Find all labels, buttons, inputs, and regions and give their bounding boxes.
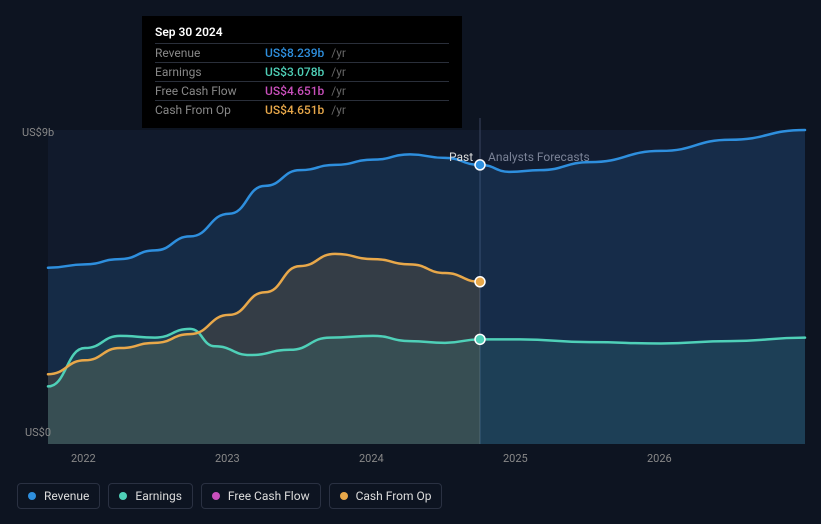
- tooltip-row: EarningsUS$3.078b /yr: [155, 63, 449, 82]
- x-tick-label: 2026: [647, 452, 672, 465]
- tooltip-date: Sep 30 2024: [155, 25, 449, 39]
- legend-dot-icon: [212, 492, 220, 500]
- legend-dot-icon: [119, 492, 127, 500]
- legend-item-earnings[interactable]: Earnings: [108, 483, 193, 509]
- x-tick-label: 2023: [215, 452, 240, 465]
- tooltip-row-label: Free Cash Flow: [155, 82, 265, 101]
- legend-item-fcf[interactable]: Free Cash Flow: [201, 483, 321, 509]
- legend-item-label: Revenue: [44, 489, 89, 503]
- tooltip-row-label: Earnings: [155, 63, 265, 82]
- tooltip-row: Free Cash FlowUS$4.651b /yr: [155, 82, 449, 101]
- legend-item-label: Earnings: [135, 489, 182, 503]
- legend-dot-icon: [340, 492, 348, 500]
- x-tick-label: 2025: [503, 452, 528, 465]
- tooltip-row: Cash From OpUS$4.651b /yr: [155, 101, 449, 120]
- tooltip-row-label: Cash From Op: [155, 101, 265, 120]
- past-region-label: Past: [449, 150, 473, 164]
- tooltip-row: RevenueUS$8.239b /yr: [155, 44, 449, 63]
- tooltip-row-value: US$8.239b /yr: [265, 44, 449, 63]
- x-tick-label: 2024: [359, 452, 384, 465]
- tooltip-table: RevenueUS$8.239b /yrEarningsUS$3.078b /y…: [155, 43, 449, 119]
- legend-dot-icon: [28, 492, 36, 500]
- chart-tooltip: Sep 30 2024 RevenueUS$8.239b /yrEarnings…: [142, 16, 462, 128]
- x-tick-label: 2022: [71, 452, 96, 465]
- tooltip-row-value: US$4.651b /yr: [265, 101, 449, 120]
- y-axis-max-label: US$9b: [22, 126, 54, 139]
- legend-item-label: Cash From Op: [356, 489, 432, 503]
- y-axis-min-label: US$0: [25, 426, 51, 439]
- tooltip-row-value: US$3.078b /yr: [265, 63, 449, 82]
- tooltip-row-value: US$4.651b /yr: [265, 82, 449, 101]
- legend-item-label: Free Cash Flow: [228, 489, 310, 503]
- legend-item-cashop[interactable]: Cash From Op: [329, 483, 443, 509]
- tooltip-row-label: Revenue: [155, 44, 265, 63]
- forecast-region-label: Analysts Forecasts: [488, 150, 590, 164]
- chart-legend: Revenue Earnings Free Cash Flow Cash From O…: [17, 483, 442, 509]
- legend-item-revenue[interactable]: Revenue: [17, 483, 100, 509]
